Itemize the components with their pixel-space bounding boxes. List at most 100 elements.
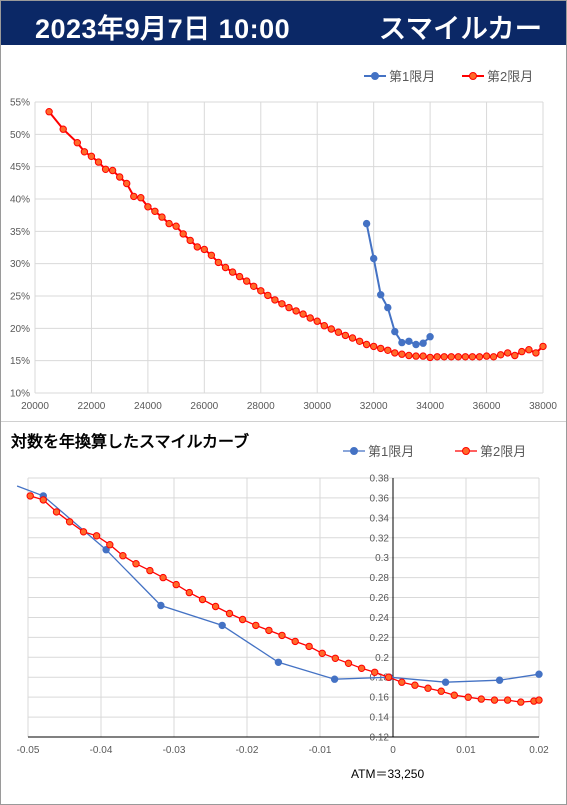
data-point xyxy=(525,346,533,354)
data-point xyxy=(489,353,498,361)
y-tick-label: 0.24 xyxy=(370,613,390,624)
x-tick-label: 24000 xyxy=(134,401,162,412)
data-point xyxy=(371,668,379,676)
data-point xyxy=(264,291,272,300)
title-date-time: 2023年9月7日 10:00 xyxy=(35,14,291,44)
series-line xyxy=(16,485,540,683)
data-point xyxy=(94,158,103,166)
x-tick-label: 20000 xyxy=(21,401,49,412)
chart1-smile-curve: 20000 22000 24000 26000 28000 30000 32000 34000… xyxy=(10,69,557,412)
data-point xyxy=(411,681,419,689)
y-tick-label: 0.28 xyxy=(370,573,390,584)
data-point xyxy=(334,328,343,336)
data-point xyxy=(313,317,321,325)
data-point xyxy=(250,282,258,290)
data-point xyxy=(468,353,477,361)
data-point xyxy=(165,219,173,228)
data-point xyxy=(305,642,313,651)
x-tick-label: -0.03 xyxy=(163,745,186,756)
data-point xyxy=(398,350,406,358)
data-point xyxy=(137,194,145,202)
data-point xyxy=(225,609,234,618)
data-point xyxy=(398,338,406,347)
data-point xyxy=(193,243,202,251)
data-point xyxy=(384,673,393,681)
data-point xyxy=(447,353,455,361)
data-point xyxy=(119,552,127,560)
series-2 xyxy=(26,492,543,706)
data-point xyxy=(318,649,326,657)
data-point xyxy=(320,322,328,330)
legend-swatch-marker xyxy=(371,72,379,80)
data-point xyxy=(384,303,392,312)
title-bar: 2023年9月7日 10:00 スマイルカーブ xyxy=(1,1,566,83)
y-tick-label: 0.14 xyxy=(370,713,390,724)
data-point xyxy=(454,353,462,361)
y-tick-label: 0.2 xyxy=(375,653,389,664)
data-point xyxy=(419,339,427,347)
data-point xyxy=(424,684,432,692)
y-tick-label: 30% xyxy=(10,259,30,270)
data-point xyxy=(477,695,485,703)
data-point xyxy=(238,615,247,624)
data-point xyxy=(348,334,357,342)
data-point xyxy=(271,296,279,304)
data-point xyxy=(532,349,540,357)
x-tick-label: 26000 xyxy=(190,401,218,412)
data-point xyxy=(437,687,445,695)
data-point xyxy=(384,346,392,354)
title-smile-curve: スマイルカーブ xyxy=(379,14,543,83)
data-point xyxy=(218,621,226,630)
data-point xyxy=(426,333,434,341)
data-point xyxy=(278,631,286,640)
data-point xyxy=(511,351,519,360)
data-point xyxy=(79,528,88,536)
data-point xyxy=(26,492,34,500)
data-point xyxy=(433,353,441,361)
data-point xyxy=(292,307,300,315)
data-point xyxy=(59,125,67,133)
y-tick-label: 10% xyxy=(10,389,30,400)
x-tick-label: -0.02 xyxy=(236,745,259,756)
y-tick-label: 0.32 xyxy=(370,533,390,544)
data-point xyxy=(172,580,180,589)
data-point xyxy=(426,353,434,362)
legend-label: 第2限月 xyxy=(480,444,526,459)
series-1 xyxy=(16,485,543,686)
y-tick-label: 20% xyxy=(10,324,30,335)
data-point xyxy=(504,349,512,357)
x-tick-label: 32000 xyxy=(360,401,388,412)
x-tick-label: -0.04 xyxy=(90,745,113,756)
data-point xyxy=(159,573,167,582)
series-2 xyxy=(45,108,547,362)
data-point xyxy=(517,698,525,706)
data-point xyxy=(362,340,371,349)
data-point xyxy=(179,230,187,238)
data-point xyxy=(412,340,420,349)
data-point xyxy=(330,675,339,683)
y-tick-label: 40% xyxy=(10,195,30,206)
data-point xyxy=(440,353,448,361)
data-point xyxy=(228,268,237,276)
data-point xyxy=(211,602,220,611)
data-point xyxy=(398,678,406,686)
data-point xyxy=(151,207,159,216)
data-point xyxy=(391,327,399,336)
y-tick-label: 55% xyxy=(10,98,30,109)
x-tick-label: -0.01 xyxy=(309,745,332,756)
data-point xyxy=(108,166,117,175)
data-point xyxy=(101,165,110,174)
data-point xyxy=(539,342,547,351)
data-point xyxy=(106,541,114,549)
data-point xyxy=(185,588,194,597)
data-point xyxy=(497,351,505,359)
data-point xyxy=(172,222,180,230)
data-point xyxy=(39,496,47,504)
data-point xyxy=(341,331,350,340)
data-point xyxy=(252,621,260,630)
data-point xyxy=(92,532,101,540)
data-point xyxy=(405,337,413,345)
x-tick-label: 22000 xyxy=(78,401,106,412)
y-tick-label: 0.26 xyxy=(370,593,390,604)
